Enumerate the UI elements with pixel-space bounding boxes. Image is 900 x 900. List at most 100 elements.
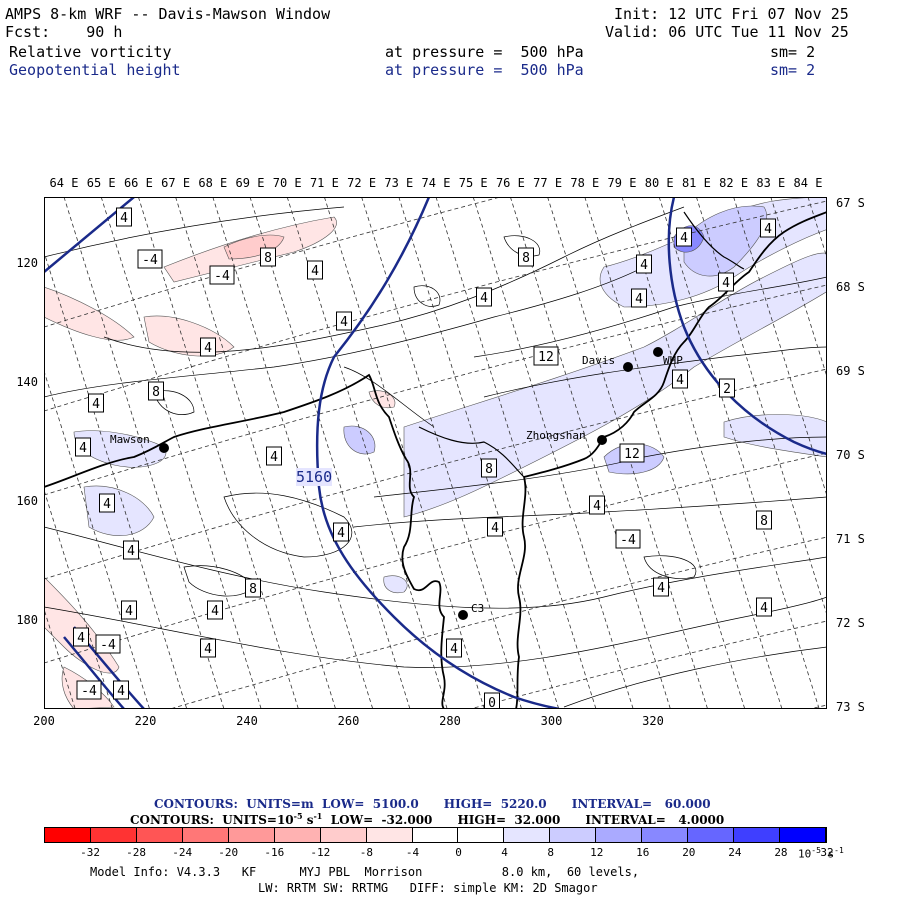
contour-label-box: 0: [484, 692, 500, 709]
contour-label-box: -4: [95, 634, 121, 654]
contour-label-box: -4: [615, 529, 641, 549]
x-tick-label: 260: [337, 714, 360, 728]
svg-text:12: 12: [624, 447, 640, 462]
contour-label-box: 4: [653, 577, 669, 597]
iceshelf-edge: [418, 211, 745, 478]
contour-label-box: 4: [99, 493, 115, 513]
colorbar-tick-label: -32: [80, 846, 100, 859]
svg-text:4: 4: [450, 642, 458, 657]
svg-text:0: 0: [488, 696, 496, 709]
field2-name: Geopotential height: [9, 61, 181, 79]
latitude-label: 72 S: [836, 616, 865, 630]
longitude-label: 78 E: [570, 176, 600, 190]
contour-label-box: 4: [718, 272, 734, 292]
colorbar-tick-label: -4: [405, 846, 420, 859]
contour-label-box: -4: [76, 680, 102, 700]
longitude-label: 77 E: [533, 176, 563, 190]
latitude-label: 68 S: [836, 280, 865, 294]
vorticity-contour-info: CONTOURS: UNITS=10-5 s-1 LOW= -32.000 HI…: [130, 811, 725, 827]
svg-text:4: 4: [311, 264, 319, 279]
svg-text:4: 4: [337, 526, 345, 541]
x-tick-label: 320: [642, 714, 664, 728]
svg-text:4: 4: [640, 258, 648, 273]
contour-label-box: 4: [676, 227, 692, 247]
contour-label-box: 8: [756, 510, 772, 530]
svg-text:-4: -4: [214, 269, 230, 284]
longitude-label: 83 E: [756, 176, 786, 190]
svg-text:-4: -4: [81, 684, 97, 699]
svg-text:4: 4: [103, 497, 111, 512]
svg-text:4: 4: [211, 604, 219, 619]
contour-label-box: 4: [73, 627, 89, 647]
colorbar-tick-label: 16: [636, 846, 650, 859]
svg-text:4: 4: [125, 604, 133, 619]
latitude-label: 71 S: [836, 532, 865, 546]
contour-label-box: 8: [518, 247, 534, 267]
y-tick-label: 120: [16, 256, 38, 270]
station-name-zhongshan: Zhongshan: [526, 429, 586, 442]
longitude-label: 73 E: [384, 176, 414, 190]
contour-label-box: 4: [123, 540, 139, 560]
station-name-davis: Davis: [582, 354, 616, 367]
station-markers: [159, 347, 663, 620]
colorbar-swatch: [320, 828, 367, 842]
y-tick-label: 180: [16, 613, 38, 627]
svg-text:8: 8: [760, 514, 768, 529]
colorbar-swatch: [90, 828, 137, 842]
longitude-label: 64 E: [49, 176, 79, 190]
longitude-label: 72 E: [347, 176, 377, 190]
longitude-label: 67 E: [161, 176, 191, 190]
contour-label-box: 4: [336, 311, 352, 331]
colorbar-swatch: [136, 828, 183, 842]
svg-text:-4: -4: [100, 638, 116, 653]
svg-text:4: 4: [120, 211, 128, 226]
colorbar-tick-label: 8: [547, 846, 554, 859]
coastline: [44, 211, 827, 709]
longitude-label: 75 E: [458, 176, 488, 190]
colorbar-tick-label: 12: [590, 846, 604, 859]
contour-label-box: 8: [148, 381, 164, 401]
contour-label-box: 4: [207, 600, 223, 620]
contour-label-box: 4: [760, 218, 776, 238]
svg-text:4: 4: [77, 631, 85, 646]
svg-text:4: 4: [340, 315, 348, 330]
height-contour-label: 5160: [296, 468, 333, 486]
latitude-label: 69 S: [836, 364, 865, 378]
colorbar-tick-label: -16: [264, 846, 285, 859]
contour-label-box: 4: [266, 446, 282, 466]
x-tick-label: 200: [33, 714, 55, 728]
vorticity-units-label: CONTOURS: UNITS=10: [130, 813, 294, 827]
latitude-label: 67 S: [836, 196, 865, 210]
forecast-hour: Fcst: 90 h: [5, 23, 123, 41]
colorbar-tick-label: 28: [774, 846, 788, 859]
svg-text:4: 4: [270, 450, 278, 465]
svg-text:4: 4: [764, 222, 772, 237]
latitude-label: 70 S: [836, 448, 865, 462]
contour-label-box: 12: [533, 346, 559, 366]
station-name-c3: C3: [471, 602, 485, 615]
colorbar-swatch: [780, 828, 826, 842]
colorbar-swatch: [596, 828, 643, 842]
valid-time: Valid: 06 UTC Tue 11 Nov 25: [605, 23, 849, 41]
colorbar-swatch: [504, 828, 551, 842]
colorbar-units: 10-5 s-1: [798, 846, 844, 861]
svg-text:4: 4: [657, 581, 665, 596]
init-time: Init: 12 UTC Fri 07 Nov 25: [614, 5, 849, 23]
colorbar-swatch: [412, 828, 459, 842]
contour-label-box: 12: [619, 443, 645, 463]
field1-level: at pressure = 500 hPa: [385, 43, 584, 61]
svg-text:4: 4: [204, 341, 212, 356]
colorbar-swatch: [458, 828, 505, 842]
svg-text:12: 12: [538, 350, 554, 365]
svg-text:4: 4: [117, 684, 125, 699]
contour-label-box: 4: [672, 369, 688, 389]
svg-text:8: 8: [249, 582, 257, 597]
contour-label-box: 4: [121, 600, 137, 620]
colorbar-swatch: [550, 828, 597, 842]
longitude-label: 66 E: [123, 176, 153, 190]
plot-title: AMPS 8-km WRF -- Davis-Mawson Window: [5, 5, 331, 23]
longitude-label: 82 E: [719, 176, 749, 190]
contour-label-box: 4: [88, 393, 104, 413]
svg-text:8: 8: [152, 385, 160, 400]
